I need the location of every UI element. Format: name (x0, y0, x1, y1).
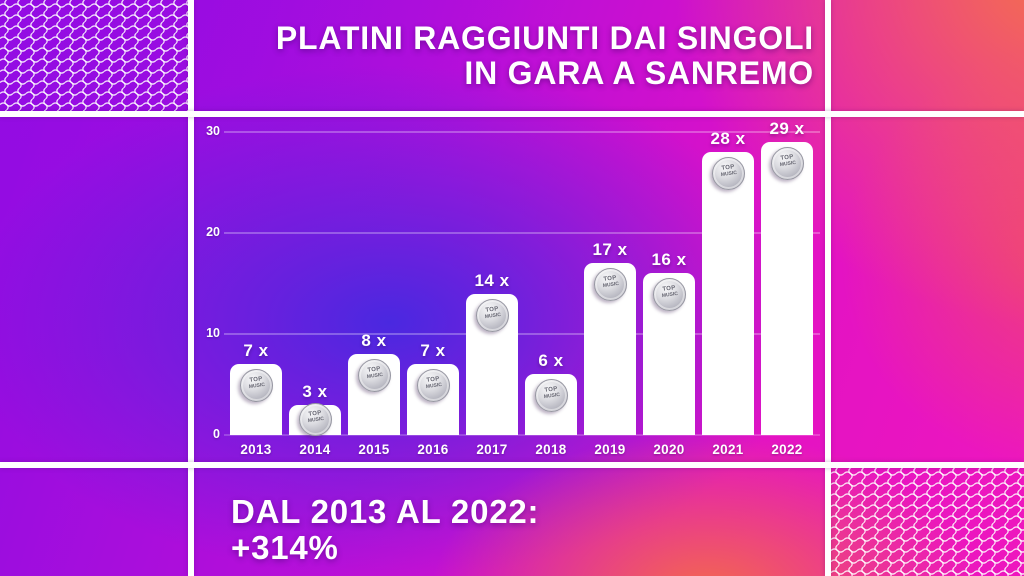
medal-label-line2: MUSIC (720, 170, 737, 179)
medal-label-line2: MUSIC (366, 372, 383, 381)
medal-label-line2: MUSIC (307, 416, 324, 425)
medal-label: TOP MUSIC (476, 304, 508, 320)
platinum-medal-icon: TOP MUSIC (770, 147, 804, 181)
x-axis-label-2016: 2016 (417, 442, 449, 457)
x-axis-label-2015: 2015 (358, 442, 390, 457)
medal-label: TOP MUSIC (535, 385, 567, 401)
y-axis-tick-10: 10 (206, 326, 220, 340)
bar-value-label-2017: 14 x (474, 270, 510, 290)
chart-title-line1: PLATINI RAGGIUNTI DAI SINGOLI (275, 20, 814, 56)
medal-label-line2: MUSIC (425, 382, 442, 391)
divider-vertical-right (825, 0, 831, 576)
medal-label-line2: MUSIC (602, 281, 619, 290)
gridline-30 (224, 131, 820, 133)
footer-note-line1: DAL 2013 AL 2022: (231, 493, 540, 530)
gridline-0 (224, 434, 820, 436)
platinum-medal-icon: TOP MUSIC (239, 369, 273, 403)
bar-value-label-2021: 28 x (710, 129, 746, 149)
platinum-medal-icon: TOP MUSIC (357, 359, 391, 393)
bar-2021 (702, 152, 754, 435)
y-axis-tick-20: 20 (206, 225, 220, 239)
medal-label-line2: MUSIC (484, 311, 501, 320)
x-axis-label-2022: 2022 (771, 442, 803, 457)
bar-value-label-2015: 8 x (361, 331, 387, 351)
platinum-medal-icon: TOP MUSIC (593, 268, 627, 302)
bar-value-label-2018: 6 x (538, 351, 564, 371)
divider-vertical-left (188, 0, 194, 576)
platinum-medal-icon: TOP MUSIC (416, 369, 450, 403)
x-axis-label-2014: 2014 (299, 442, 331, 457)
x-axis-label-2013: 2013 (240, 442, 272, 457)
medal-label: TOP MUSIC (299, 409, 331, 425)
platinum-medal-icon: TOP MUSIC (475, 298, 509, 332)
bar-value-label-2020: 16 x (651, 250, 687, 270)
y-axis-tick-0: 0 (213, 427, 220, 441)
footer-note-line2: +314% (231, 529, 339, 566)
x-axis-label-2018: 2018 (535, 442, 567, 457)
x-axis-label-2017: 2017 (476, 442, 508, 457)
x-axis-label-2020: 2020 (653, 442, 685, 457)
bar-value-label-2019: 17 x (592, 240, 628, 260)
platinum-medal-icon: TOP MUSIC (298, 403, 332, 437)
medal-label-line2: MUSIC (779, 159, 796, 169)
chart-title: PLATINI RAGGIUNTI DAI SINGOLI IN GARA A … (194, 21, 814, 91)
footer-note: DAL 2013 AL 2022: +314% (231, 494, 539, 566)
medal-label: TOP MUSIC (712, 163, 744, 179)
medal-label: TOP MUSIC (653, 284, 685, 300)
chart-title-line2: IN GARA A SANREMO (464, 55, 814, 91)
divider-horizontal-top (0, 111, 1024, 117)
platinum-medal-icon: TOP MUSIC (534, 379, 568, 413)
platinum-medal-icon: TOP MUSIC (652, 278, 686, 312)
bar-value-label-2013: 7 x (243, 341, 269, 361)
medal-label: TOP MUSIC (358, 365, 390, 381)
bar-value-label-2016: 7 x (420, 341, 446, 361)
medal-label: TOP MUSIC (771, 153, 803, 169)
medal-label: TOP MUSIC (594, 274, 626, 290)
bar-value-label-2022: 29 x (769, 119, 805, 139)
net-texture-bottom-right (831, 468, 1024, 576)
medal-label: TOP MUSIC (240, 375, 272, 391)
bar-value-label-2014: 3 x (302, 381, 328, 401)
net-texture-top-left (0, 0, 188, 111)
medal-label: TOP MUSIC (417, 375, 449, 391)
bar-2022 (761, 142, 813, 435)
gridline-20 (224, 232, 820, 234)
platinum-medal-icon: TOP MUSIC (711, 157, 745, 191)
x-axis-label-2019: 2019 (594, 442, 626, 457)
gridline-10 (224, 333, 820, 335)
x-axis-label-2021: 2021 (712, 442, 744, 457)
medal-label-line2: MUSIC (248, 382, 265, 391)
medal-label-line2: MUSIC (543, 392, 560, 401)
divider-horizontal-bottom (0, 462, 1024, 468)
y-axis-tick-30: 30 (206, 124, 220, 138)
medal-label-line2: MUSIC (661, 291, 678, 300)
